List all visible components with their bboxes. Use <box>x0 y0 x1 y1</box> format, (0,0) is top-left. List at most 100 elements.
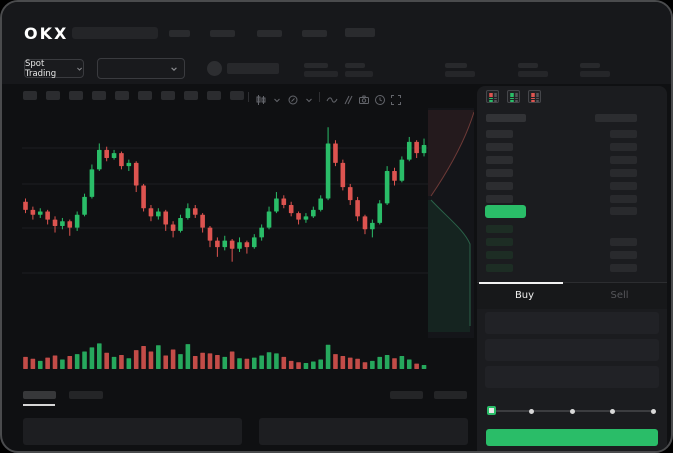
chart-type-icon[interactable] <box>255 91 267 105</box>
bid-amount-placeholder[interactable] <box>610 264 637 272</box>
camera-icon[interactable] <box>358 91 370 104</box>
icon-dash <box>515 100 518 102</box>
ask-amount-placeholder[interactable] <box>610 130 637 138</box>
bottom-action-placeholder-1[interactable] <box>390 391 423 399</box>
ticker-stat-value-5 <box>580 71 610 77</box>
icon-dash <box>510 97 514 100</box>
icon-dash <box>489 95 493 97</box>
bid-amount-placeholder[interactable] <box>610 251 637 259</box>
candlestick-chart[interactable] <box>22 108 428 338</box>
orderbook-view-combined-icon[interactable] <box>486 90 499 103</box>
orderbook-view-bids-icon[interactable] <box>507 90 520 103</box>
ask-amount-placeholder[interactable] <box>610 169 637 177</box>
bottom-tab-indicator <box>23 404 55 406</box>
market-type-dropdown[interactable]: Spot Trading <box>24 59 84 79</box>
coin-avatar <box>207 61 222 76</box>
timeframe-button-2[interactable] <box>46 91 60 100</box>
nav-item-placeholder-2[interactable] <box>210 30 235 37</box>
timeframe-button-9[interactable] <box>207 91 221 100</box>
compare-icon[interactable] <box>342 91 354 105</box>
icon-dash <box>536 97 539 100</box>
ticker-stat-value-4 <box>518 71 548 77</box>
bottom-tab-inactive[interactable] <box>69 391 103 399</box>
ticker-stat-label-3 <box>445 63 467 68</box>
ticker-stat-label-4 <box>518 63 538 68</box>
timeframe-button-5[interactable] <box>115 91 129 100</box>
slider-stop-5[interactable] <box>650 408 656 414</box>
icon-dash <box>531 95 535 97</box>
depth-chart <box>428 108 475 338</box>
ask-amount-placeholder[interactable] <box>610 182 637 190</box>
slider-stop-2[interactable] <box>529 408 534 414</box>
timeframe-button-4[interactable] <box>92 91 106 100</box>
bid-price-placeholder[interactable] <box>486 264 513 272</box>
last-price-highlight[interactable] <box>485 205 526 218</box>
ask-price-placeholder[interactable] <box>486 182 513 190</box>
ask-price-placeholder[interactable] <box>486 169 513 177</box>
icon-dash <box>515 95 518 97</box>
indicators-icon[interactable] <box>287 91 299 105</box>
line-tool-icon[interactable] <box>326 91 338 103</box>
orderbook-view-asks-icon[interactable] <box>528 90 541 103</box>
ask-amount-placeholder[interactable] <box>610 143 637 151</box>
slider-stop-3[interactable] <box>569 408 575 414</box>
nav-item-placeholder-3[interactable] <box>257 30 282 37</box>
order-input-3[interactable] <box>485 366 659 388</box>
ticker-stat-value-2 <box>345 71 373 77</box>
ask-price-placeholder[interactable] <box>486 143 513 151</box>
ticker-stat-label-1 <box>304 63 328 68</box>
bid-price-placeholder[interactable] <box>486 251 513 259</box>
timeframe-button-6[interactable] <box>138 91 152 100</box>
chevron-down-icon[interactable] <box>271 91 283 103</box>
slider-handle[interactable] <box>486 406 496 415</box>
order-input-1[interactable] <box>485 312 659 334</box>
order-form <box>477 308 667 408</box>
chevron-down-icon[interactable] <box>303 91 315 103</box>
clock-icon[interactable] <box>374 91 386 105</box>
ask-amount-placeholder[interactable] <box>610 195 637 203</box>
fullscreen-icon[interactable] <box>390 91 402 105</box>
ticker-stat-label-2 <box>345 63 365 68</box>
icon-dash <box>494 95 497 97</box>
timeframe-button-7[interactable] <box>161 91 175 100</box>
active-tab-indicator <box>479 282 563 284</box>
ask-price-placeholder[interactable] <box>486 130 513 138</box>
bid-price-placeholder[interactable] <box>486 238 513 246</box>
okx-logo[interactable]: OKX <box>24 24 69 43</box>
orderbook-view-switcher <box>486 90 566 104</box>
trade-tabbar: Buy Sell <box>477 282 667 309</box>
icon-dash <box>510 95 514 97</box>
icon-dash <box>489 97 493 100</box>
timeframe-button-10[interactable] <box>230 91 244 100</box>
bid-price-placeholder[interactable] <box>486 225 513 233</box>
timeframe-button-1[interactable] <box>23 91 37 100</box>
bid-amount-placeholder[interactable] <box>610 238 637 246</box>
icon-dash <box>489 93 493 95</box>
bottom-tab-active[interactable] <box>23 391 56 399</box>
timeframe-button-3[interactable] <box>69 91 83 100</box>
icon-dash <box>515 97 518 100</box>
nav-item-placeholder-5[interactable] <box>345 28 375 37</box>
tab-sell[interactable]: Sell <box>610 290 629 301</box>
last-price-amount-placeholder[interactable] <box>610 207 637 215</box>
chevron-down-icon <box>171 66 177 71</box>
search-input[interactable] <box>72 27 158 39</box>
volume-chart <box>23 343 427 369</box>
nav-item-placeholder-4[interactable] <box>302 30 327 37</box>
icon-dash <box>510 100 514 102</box>
tab-buy[interactable]: Buy <box>514 290 535 301</box>
pair-selector-dropdown[interactable] <box>97 58 185 79</box>
buy-submit-button[interactable] <box>486 429 658 446</box>
ask-price-placeholder[interactable] <box>486 156 513 164</box>
slider-stop-4[interactable] <box>610 408 615 414</box>
timeframe-button-8[interactable] <box>184 91 198 100</box>
nav-item-placeholder-1[interactable] <box>169 30 190 37</box>
ticker-stat-value-1 <box>304 71 338 77</box>
bottom-action-placeholder-2[interactable] <box>434 391 467 399</box>
icon-dash <box>494 97 497 100</box>
icon-dash <box>494 100 497 102</box>
ask-price-placeholder[interactable] <box>486 195 513 203</box>
amount-slider[interactable] <box>477 402 667 422</box>
ask-amount-placeholder[interactable] <box>610 156 637 164</box>
order-input-2[interactable] <box>485 339 659 361</box>
